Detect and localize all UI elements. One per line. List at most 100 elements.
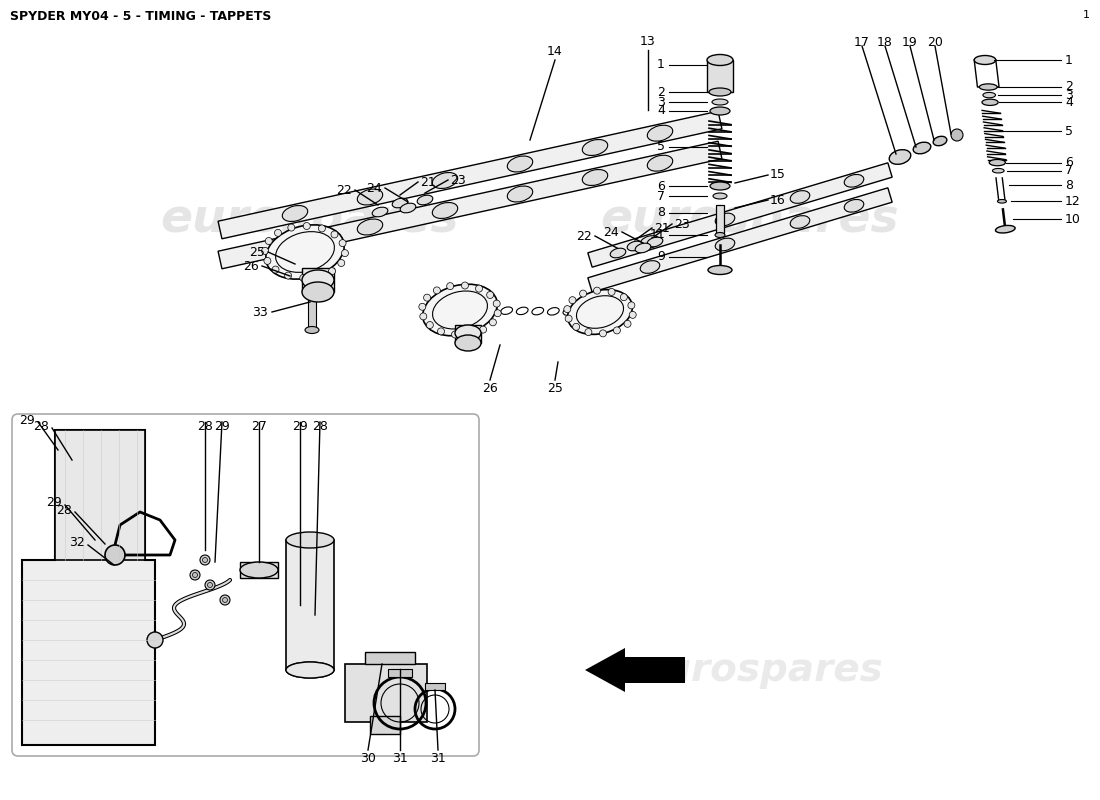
Text: 33: 33 — [252, 306, 268, 318]
Ellipse shape — [432, 291, 487, 329]
Ellipse shape — [640, 261, 660, 274]
Ellipse shape — [790, 216, 810, 228]
Ellipse shape — [576, 296, 624, 328]
Bar — [455, 325, 481, 343]
Polygon shape — [218, 111, 722, 238]
Ellipse shape — [393, 198, 408, 208]
Ellipse shape — [708, 266, 732, 274]
Polygon shape — [22, 430, 155, 745]
Text: 29: 29 — [20, 414, 35, 426]
Circle shape — [451, 331, 459, 338]
Text: 18: 18 — [877, 35, 893, 49]
Bar — [308, 292, 316, 330]
Circle shape — [608, 289, 615, 295]
Circle shape — [202, 558, 208, 562]
Ellipse shape — [989, 159, 1005, 166]
Polygon shape — [625, 657, 685, 683]
Text: 26: 26 — [482, 382, 498, 395]
Bar — [240, 562, 278, 578]
Ellipse shape — [286, 662, 334, 678]
Ellipse shape — [372, 207, 388, 217]
Text: 23: 23 — [674, 218, 690, 230]
Text: eurospares: eurospares — [161, 198, 460, 242]
Ellipse shape — [455, 325, 481, 341]
Circle shape — [580, 290, 586, 297]
Ellipse shape — [507, 186, 532, 202]
Text: 1: 1 — [657, 58, 665, 71]
Bar — [707, 60, 733, 92]
Circle shape — [480, 326, 486, 333]
Ellipse shape — [422, 284, 497, 336]
Text: 9: 9 — [657, 250, 665, 263]
Text: 21: 21 — [654, 222, 670, 234]
Polygon shape — [587, 163, 892, 267]
Ellipse shape — [889, 150, 911, 164]
FancyBboxPatch shape — [12, 414, 478, 756]
Circle shape — [338, 259, 344, 266]
Text: SPYDER MY04 - 5 - TIMING - TAPPETS: SPYDER MY04 - 5 - TIMING - TAPPETS — [10, 10, 272, 23]
Circle shape — [594, 287, 601, 294]
Text: 19: 19 — [902, 35, 917, 49]
Text: 1: 1 — [1084, 10, 1090, 20]
Text: 7: 7 — [1065, 164, 1072, 178]
Bar — [365, 652, 415, 664]
Text: 32: 32 — [69, 537, 85, 550]
Ellipse shape — [710, 88, 732, 96]
Ellipse shape — [933, 136, 947, 146]
Text: 23: 23 — [450, 174, 465, 186]
Text: 4: 4 — [657, 105, 665, 118]
Bar — [716, 205, 724, 233]
Ellipse shape — [432, 173, 458, 189]
Ellipse shape — [982, 99, 998, 106]
Ellipse shape — [582, 170, 607, 186]
Circle shape — [288, 224, 295, 231]
Ellipse shape — [647, 155, 673, 171]
Circle shape — [419, 303, 426, 310]
Ellipse shape — [647, 126, 673, 141]
Circle shape — [614, 327, 620, 334]
Ellipse shape — [305, 326, 319, 334]
Text: 27: 27 — [251, 420, 267, 433]
Bar — [388, 669, 412, 677]
Text: 16: 16 — [770, 194, 785, 206]
Polygon shape — [587, 188, 892, 292]
Circle shape — [433, 287, 440, 294]
Circle shape — [192, 573, 198, 578]
Ellipse shape — [432, 202, 458, 218]
Ellipse shape — [568, 290, 632, 334]
Bar — [302, 268, 334, 292]
Bar — [425, 683, 446, 690]
Ellipse shape — [266, 225, 344, 279]
Text: 22: 22 — [576, 230, 592, 242]
Ellipse shape — [979, 84, 998, 90]
Circle shape — [490, 319, 496, 326]
Circle shape — [624, 320, 631, 327]
Text: 28: 28 — [33, 419, 50, 433]
Ellipse shape — [992, 169, 1004, 173]
Ellipse shape — [647, 237, 663, 247]
Circle shape — [462, 282, 469, 289]
Text: 30: 30 — [360, 752, 376, 765]
Circle shape — [208, 582, 212, 587]
Ellipse shape — [507, 156, 532, 172]
Ellipse shape — [283, 235, 308, 251]
Text: 11: 11 — [649, 229, 666, 242]
Ellipse shape — [400, 203, 416, 213]
Circle shape — [952, 129, 962, 141]
Text: 28: 28 — [312, 420, 328, 433]
Circle shape — [494, 310, 502, 317]
Ellipse shape — [715, 238, 735, 251]
Circle shape — [475, 285, 483, 292]
Ellipse shape — [913, 142, 931, 154]
Ellipse shape — [715, 213, 735, 226]
Text: 2: 2 — [1065, 81, 1072, 94]
Text: 6: 6 — [1065, 156, 1072, 169]
Text: 29: 29 — [214, 420, 230, 433]
Bar — [345, 664, 427, 722]
Bar — [370, 716, 400, 734]
Circle shape — [222, 598, 228, 602]
Circle shape — [205, 580, 214, 590]
Circle shape — [424, 294, 430, 301]
Bar — [55, 430, 145, 560]
Ellipse shape — [286, 532, 334, 548]
